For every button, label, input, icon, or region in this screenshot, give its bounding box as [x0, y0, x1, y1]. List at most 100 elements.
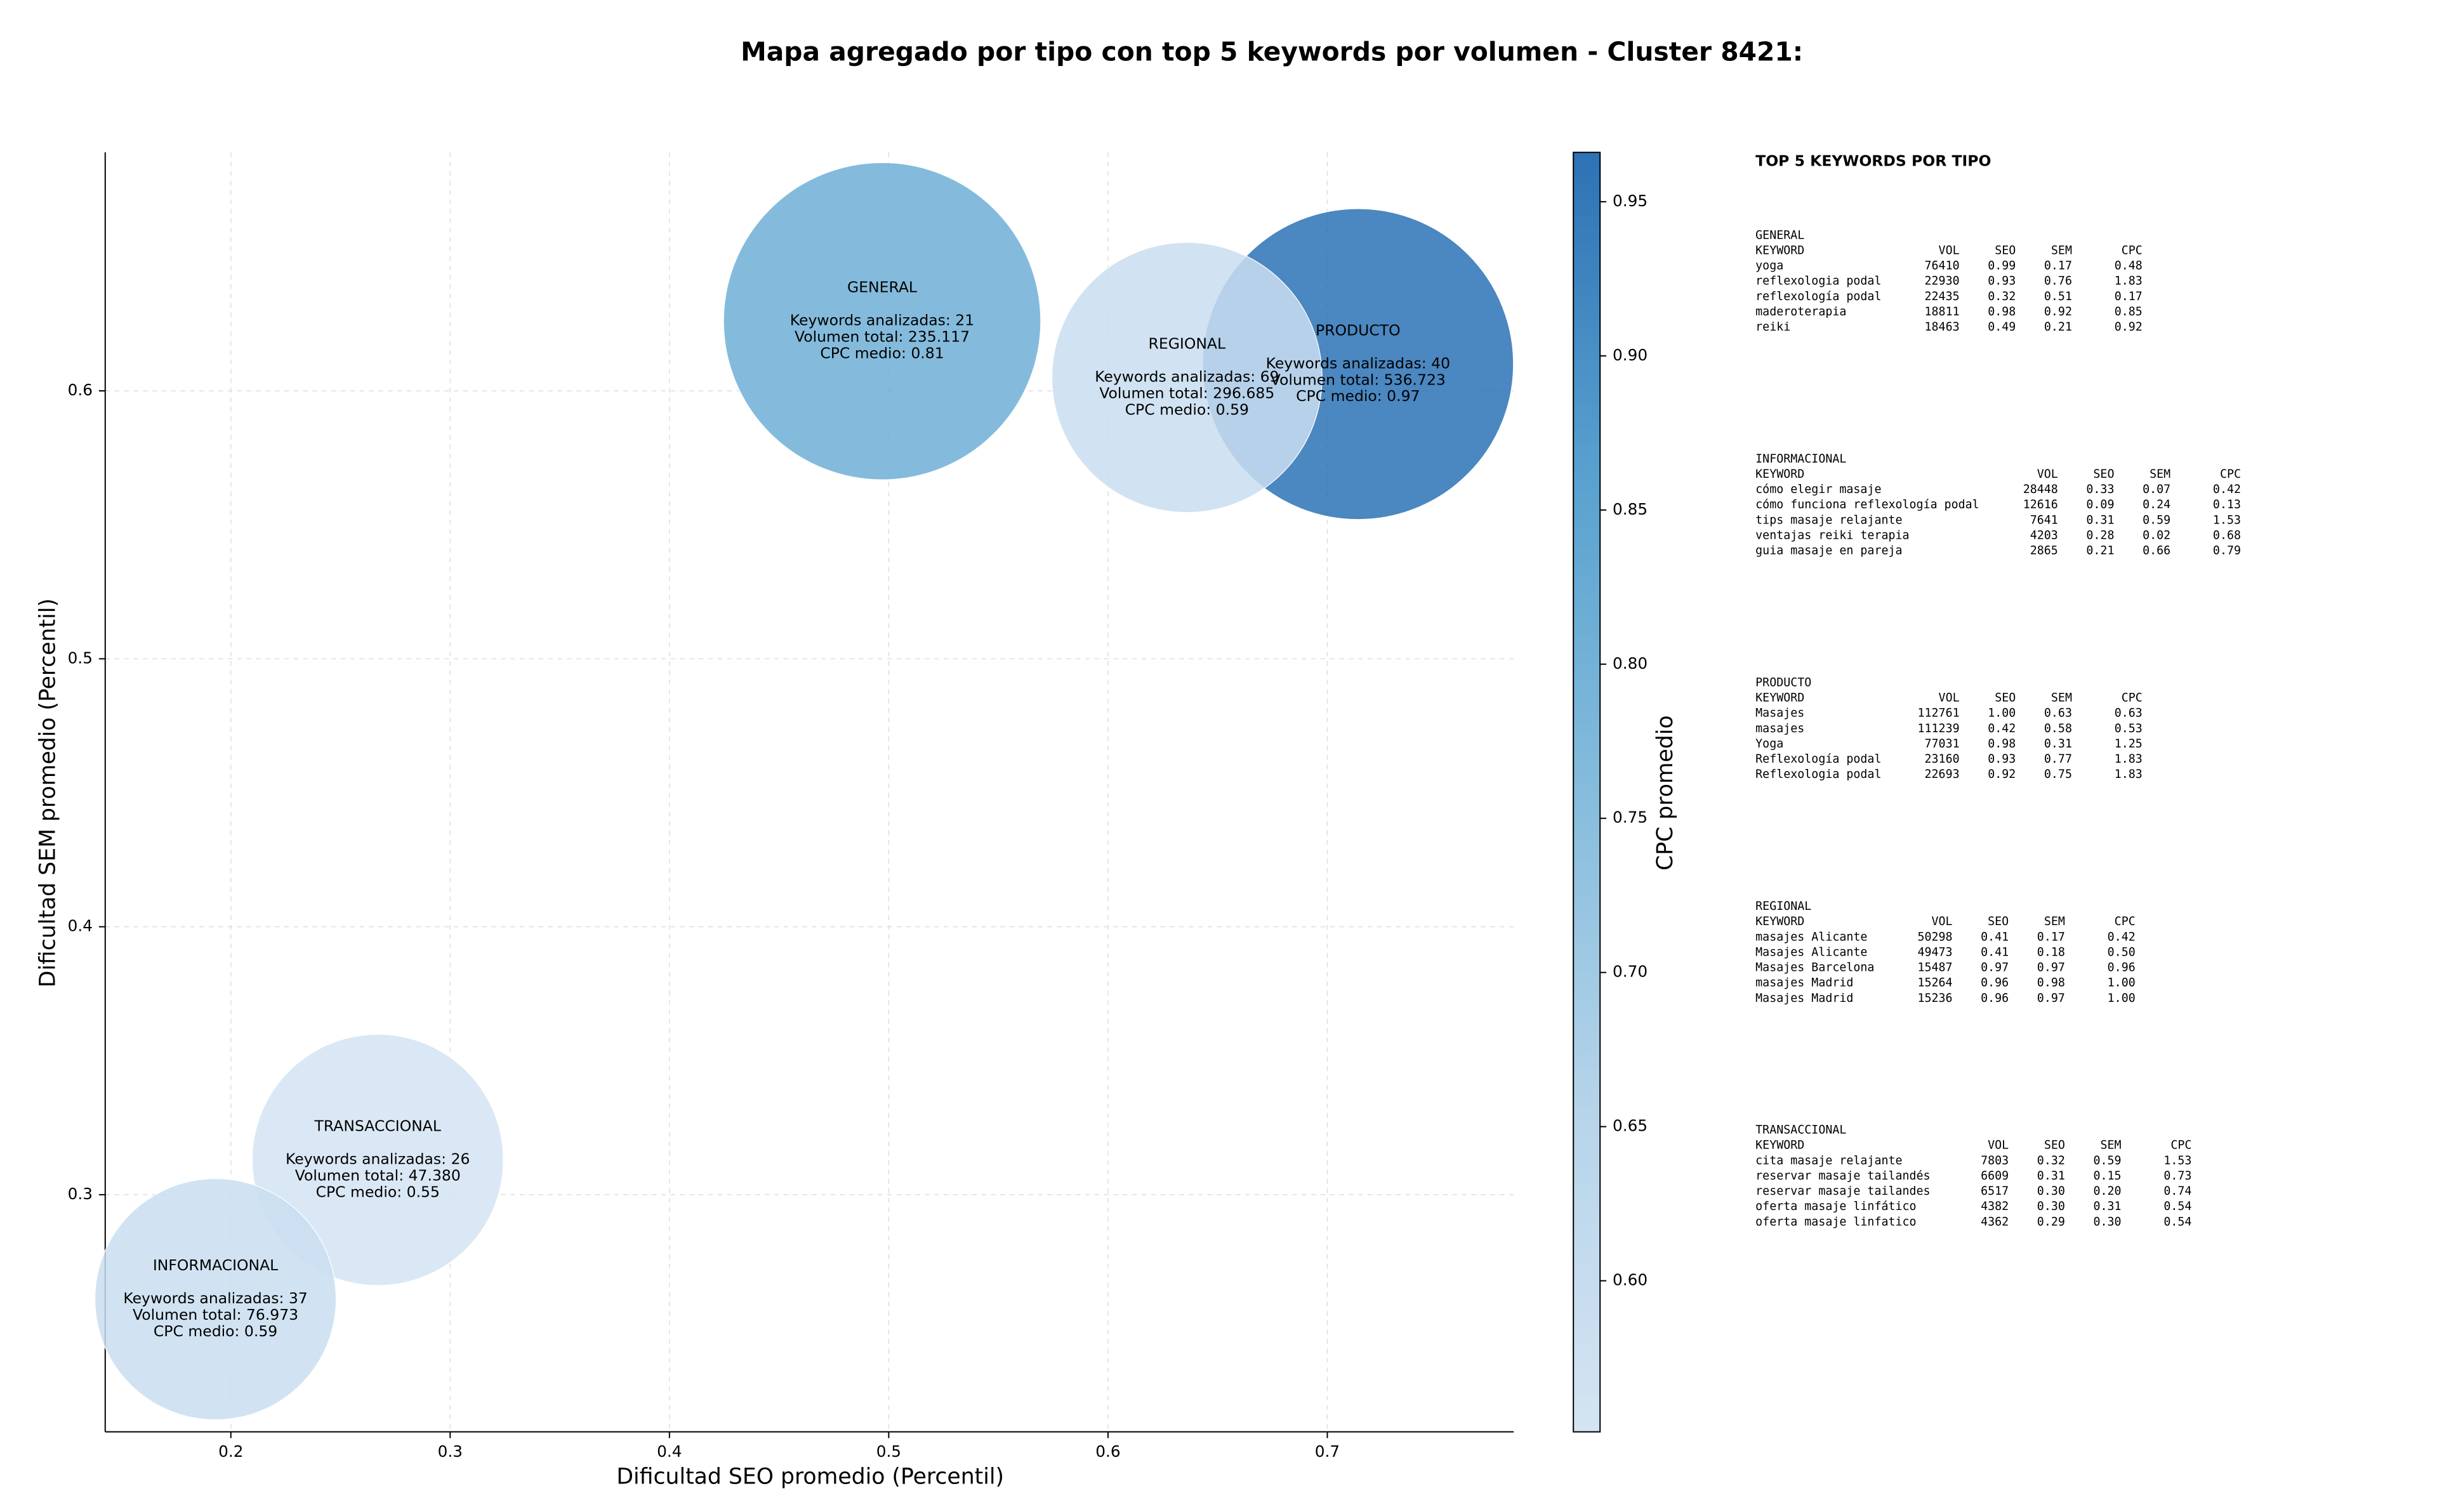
bubble-annotation: CPC medio: 0.97	[1296, 387, 1420, 405]
table-cell: reservar masaje tailandés	[1755, 1169, 1930, 1183]
table-cell: Masajes	[1755, 707, 1804, 720]
table-header: SEO	[1995, 244, 2016, 257]
table-cell: 0.41	[1981, 930, 2009, 943]
table-cell: 0.51	[2044, 290, 2072, 303]
table-cell: 0.68	[2213, 529, 2241, 542]
group-title: PRODUCTO	[1755, 676, 1811, 689]
table-cell: Masajes Barcelona	[1755, 961, 1874, 975]
table-cell: 49473	[1917, 945, 1952, 959]
x-tick-label: 0.2	[218, 1442, 243, 1461]
table-cell: 111239	[1918, 722, 1960, 735]
table-cell: 0.96	[1981, 992, 2009, 1005]
y-tick-label: 0.6	[68, 381, 93, 399]
table-cell: 0.42	[2108, 930, 2136, 943]
table-header: SEO	[1988, 915, 2009, 928]
table-cell: masajes Alicante	[1755, 930, 1867, 943]
table-cell: 0.13	[2213, 498, 2241, 511]
y-tick-label: 0.4	[68, 917, 93, 935]
bubble-annotation: Volumen total: 296.685	[1099, 384, 1274, 402]
table-cell: 76410	[1925, 260, 1960, 273]
table-cell: 0.17	[2044, 260, 2072, 273]
colorbar-tick-label: 0.80	[1613, 654, 1648, 673]
table-cell: 15487	[1917, 961, 1952, 975]
table-cell: 0.28	[2086, 529, 2114, 542]
table-cell: 0.49	[1988, 320, 2016, 334]
table-cell: guia masaje en pareja	[1755, 544, 1902, 558]
table-cell: masajes	[1755, 722, 1804, 735]
table-cell: masajes Madrid	[1755, 976, 1853, 990]
table-cell: 6517	[1981, 1185, 2009, 1198]
table-cell: 0.63	[2115, 707, 2143, 720]
table-cell: reservar masaje tailandes	[1755, 1185, 1930, 1198]
table-cell: 7803	[1981, 1154, 2009, 1167]
table-header: SEO	[2044, 1139, 2065, 1152]
colorbar-tick-label: 0.60	[1613, 1271, 1648, 1289]
table-cell: 0.85	[2115, 305, 2143, 319]
table-header: CPC	[2122, 692, 2143, 705]
table-header: VOL	[1939, 244, 1960, 257]
group-title: INFORMACIONAL	[1755, 452, 1846, 466]
table-cell: reflexología podal	[1755, 290, 1881, 303]
table-cell: reflexologia podal	[1755, 275, 1881, 288]
colorbar-tick-label: 0.70	[1613, 963, 1648, 981]
bubble	[251, 1034, 504, 1286]
table-cell: 0.79	[2213, 544, 2241, 558]
bubble	[723, 162, 1041, 480]
table-cell: 0.59	[2094, 1154, 2122, 1167]
bubble-annotation: Keywords analizadas: 26	[286, 1150, 470, 1168]
table-cell: 28448	[2023, 483, 2058, 496]
colorbar-tick-label: 0.65	[1613, 1117, 1648, 1135]
table-cell: Reflexologia podal	[1755, 768, 1881, 781]
table-cell: 0.97	[2037, 992, 2065, 1005]
table-header: SEM	[2051, 692, 2072, 705]
table-cell: 0.18	[2037, 945, 2065, 959]
table-cell: 0.75	[2044, 768, 2072, 781]
table-cell: 0.74	[2163, 1185, 2191, 1198]
table-cell: 0.77	[2044, 753, 2072, 766]
table-cell: 0.66	[2143, 544, 2170, 558]
table-header: SEO	[2093, 468, 2114, 481]
table-cell: 0.96	[1981, 976, 2009, 990]
table-cell: Reflexología podal	[1755, 753, 1881, 766]
table-cell: 1.53	[2213, 513, 2241, 527]
y-axis-label: Dificultad SEM promedio (Percentil)	[36, 598, 61, 987]
bubble-name: INFORMACIONAL	[153, 1256, 278, 1274]
table-cell: 0.98	[1988, 737, 2016, 751]
table-header: CPC	[2220, 468, 2241, 481]
table-cell: oferta masaje linfático	[1755, 1200, 1916, 1213]
bubble-annotation: Volumen total: 536.723	[1271, 371, 1446, 388]
table-cell: maderoterapia	[1755, 305, 1846, 319]
bubble-annotation: Keywords analizadas: 69	[1095, 367, 1279, 385]
table-header: CPC	[2115, 915, 2136, 928]
table-cell: 0.29	[2037, 1215, 2065, 1228]
table-header: VOL	[1939, 692, 1960, 705]
table-cell: 0.54	[2163, 1215, 2191, 1228]
table-cell: 0.32	[2037, 1154, 2065, 1167]
table-cell: 0.53	[2115, 722, 2143, 735]
table-cell: 0.59	[2143, 513, 2170, 527]
table-cell: oferta masaje linfatico	[1755, 1215, 1916, 1228]
bubble-annotation: Keywords analizadas: 40	[1266, 354, 1450, 372]
group-title: REGIONAL	[1755, 900, 1811, 913]
table-cell: 0.17	[2037, 930, 2065, 943]
table-cell: 1.00	[1988, 707, 2016, 720]
bubble-annotation: Keywords analizadas: 21	[790, 312, 974, 329]
table-cell: cómo funciona reflexología podal	[1755, 498, 1979, 511]
table-cell: tips masaje relajante	[1755, 513, 1902, 527]
table-header: SEM	[2051, 244, 2072, 257]
table-cell: 22693	[1925, 768, 1960, 781]
table-cell: 0.63	[2044, 707, 2072, 720]
table-header: VOL	[1931, 915, 1952, 928]
table-cell: 112761	[1918, 707, 1960, 720]
table-cell: 0.97	[1981, 961, 2009, 975]
table-cell: 0.93	[1988, 275, 2016, 288]
x-axis-label: Dificultad SEO promedio (Percentil)	[616, 1464, 1004, 1489]
table-cell: 0.17	[2115, 290, 2143, 303]
table-cell: 18811	[1925, 305, 1960, 319]
table-cell: Masajes Alicante	[1755, 945, 1867, 959]
x-tick-label: 0.4	[657, 1442, 682, 1461]
table-cell: 18463	[1925, 320, 1960, 334]
colorbar-label: CPC promedio	[1653, 715, 1678, 871]
table-cell: 1.00	[2108, 992, 2136, 1005]
